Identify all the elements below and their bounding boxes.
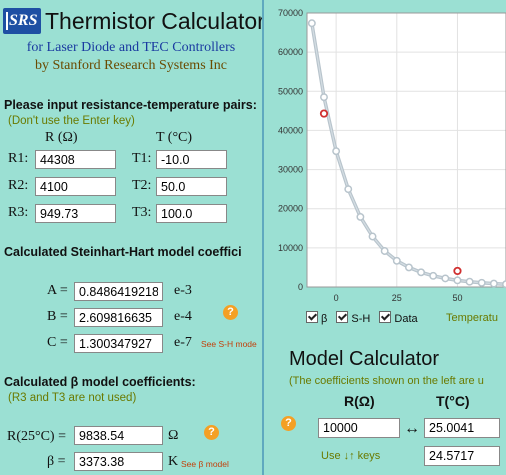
input-heading: Please input resistance-temperature pair… — [4, 98, 257, 112]
t1-input[interactable] — [156, 150, 227, 169]
beta-point — [453, 276, 462, 285]
beta-point — [477, 278, 486, 287]
model-calculator-note: (The coefficients shown on the left are … — [289, 375, 484, 387]
t2-input[interactable] — [156, 177, 227, 196]
beta-point — [441, 274, 450, 283]
legend-beta[interactable]: β — [306, 311, 327, 325]
data-checkbox[interactable] — [379, 311, 392, 323]
beta-point — [356, 212, 365, 221]
beta-point — [417, 268, 426, 277]
t1-label: T1: — [132, 151, 152, 166]
legend-sh[interactable]: S-H — [336, 311, 370, 325]
left-panel: SRS Thermistor Calculator for Laser Diod… — [3, 8, 262, 471]
r25-label: R(25°C) = — [7, 429, 66, 444]
y-tick-label: 0 — [298, 282, 303, 292]
a-exponent: e-3 — [174, 283, 192, 298]
beta-heading: Calculated β model coefficients: — [4, 375, 196, 389]
beta-point — [344, 185, 353, 194]
beta-point — [404, 263, 413, 272]
beta-point — [502, 280, 506, 289]
c-exponent: e-7 — [174, 335, 192, 350]
r3-label: R3: — [8, 205, 29, 220]
x-tick-label: 25 — [392, 293, 402, 303]
sh-heading: Calculated Steinhart-Hart model coeffici — [4, 245, 242, 259]
app-title: Thermistor Calculator — [45, 8, 262, 34]
coef-b-output[interactable] — [74, 308, 163, 327]
chart-legend: β S-H Data — [306, 311, 424, 325]
beta-point — [465, 277, 474, 286]
r25-output[interactable] — [74, 426, 163, 445]
mc-temperature-input[interactable] — [424, 418, 500, 438]
legend-data[interactable]: Data — [379, 311, 418, 325]
panel-divider — [262, 0, 264, 475]
beta-point — [320, 93, 328, 102]
see-sh-model-link[interactable]: See S-H mode — [201, 339, 257, 349]
y-tick-label: 30000 — [278, 165, 303, 175]
b-exponent: e-4 — [174, 309, 192, 324]
beta-point — [368, 232, 377, 241]
sh-checkbox[interactable] — [336, 311, 349, 323]
mc-temperature-header: T(°C) — [436, 393, 470, 409]
y-tick-label: 40000 — [278, 125, 303, 135]
beta-point — [307, 19, 316, 28]
y-tick-label: 20000 — [278, 204, 303, 214]
plot-area — [307, 13, 506, 287]
subtitle-products: for Laser Diode and TEC Controllers — [26, 40, 236, 55]
x-tick-label: 50 — [452, 293, 462, 303]
t3-label: T3: — [132, 205, 152, 220]
t2-label: T2: — [132, 178, 152, 193]
r25-unit: Ω — [168, 428, 179, 443]
use-keys-hint: Use ↓↑ keys — [321, 450, 381, 462]
y-tick-label: 70000 — [278, 8, 303, 18]
b-label: B = — [47, 309, 68, 324]
beta-point — [392, 256, 401, 265]
enter-key-hint: (Don't use the Enter key) — [8, 115, 135, 127]
x-tick-label: 0 — [334, 293, 339, 303]
beta-point — [332, 147, 341, 156]
a-label: A = — [47, 283, 68, 298]
beta-checkbox[interactable] — [306, 311, 318, 323]
data-point — [319, 109, 329, 118]
y-tick-label: 50000 — [278, 86, 303, 96]
coef-c-output[interactable] — [74, 334, 163, 353]
mc-help-icon[interactable]: ? — [281, 416, 296, 431]
model-calculator-title: Model Calculator — [289, 348, 440, 370]
sh-help-icon[interactable]: ? — [223, 305, 238, 320]
beta-point — [429, 271, 438, 280]
y-tick-label: 60000 — [278, 47, 303, 57]
resistance-column-header: R (Ω) — [45, 130, 78, 145]
subtitle-company: by Stanford Research Systems Inc — [34, 58, 228, 73]
beta-help-icon[interactable]: ? — [204, 425, 219, 440]
beta-point — [489, 279, 498, 288]
beta-unit: K — [168, 454, 179, 469]
temperature-column-header: T (°C) — [156, 130, 193, 145]
bidirectional-arrow-icon: ↔ — [404, 420, 420, 437]
x-axis-label: Temperatu — [446, 312, 498, 324]
data-point — [453, 266, 462, 276]
r2-label: R2: — [8, 178, 29, 193]
r1-input[interactable] — [35, 150, 116, 169]
t3-input[interactable] — [156, 204, 227, 223]
r3-input[interactable] — [35, 204, 116, 223]
y-tick-label: 10000 — [278, 243, 303, 253]
mc-resistance-header: R(Ω) — [344, 393, 375, 409]
c-label: C = — [47, 335, 68, 350]
beta-hint: (R3 and T3 are not used) — [8, 392, 137, 404]
r1-label: R1: — [8, 151, 29, 166]
mc-temperature-output[interactable] — [424, 446, 500, 466]
beta-output[interactable] — [74, 452, 163, 471]
beta-point — [380, 247, 389, 255]
mc-resistance-input[interactable] — [318, 418, 400, 438]
resistance-temperature-chart: 0 10000 20000 30000 40000 50000 60000 70000 0 25 5… — [278, 8, 506, 303]
beta-label: β = — [47, 454, 66, 469]
coef-a-output[interactable] — [74, 282, 163, 301]
see-beta-model-link[interactable]: See β model — [181, 459, 229, 469]
srs-logo: SRS — [3, 8, 41, 34]
plot-border — [306, 12, 506, 288]
right-panel: 0 10000 20000 30000 40000 50000 60000 70000 0 25 5… — [264, 0, 506, 475]
r2-input[interactable] — [35, 177, 116, 196]
